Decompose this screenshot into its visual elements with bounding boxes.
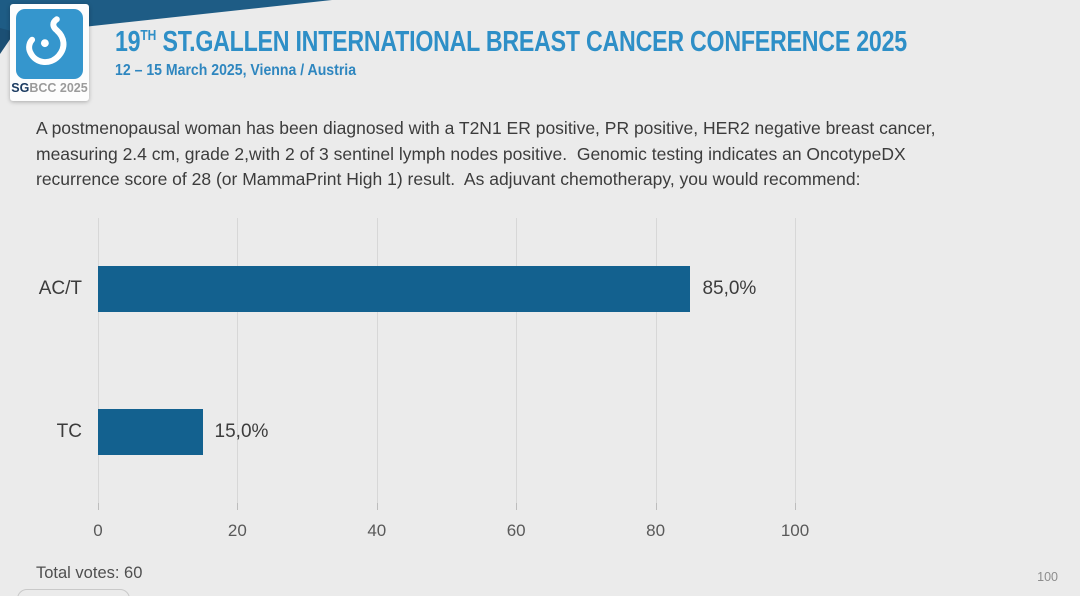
tickmark-x-20 (237, 503, 239, 510)
category-label-tc: TC (56, 420, 82, 442)
sgbcc-logo-mark (16, 9, 83, 79)
gridline-x-20 (237, 218, 239, 503)
conference-title-superscript: TH (140, 27, 157, 44)
gridline-x-60 (516, 218, 518, 503)
value-label-ac-t: 85,0% (702, 278, 757, 300)
gridline-x-100 (795, 218, 796, 503)
tickmark-x-0 (98, 503, 99, 510)
conference-title-rest: ST.GALLEN INTERNATIONAL BREAST CANCER CO… (156, 26, 908, 58)
tickmark-x-40 (376, 503, 378, 510)
logo-caption-sg: SG (11, 81, 30, 95)
slide-page-number: 100 (1037, 570, 1058, 584)
tickmark-x-60 (516, 503, 518, 510)
conference-title-prefix: 19 (115, 26, 141, 58)
xtick-label-20: 20 (227, 521, 247, 540)
tickmark-x-80 (655, 503, 657, 510)
gridline-x-0 (98, 218, 99, 503)
plot-area: 0 20 40 60 80 100 AC/T 85,0% TC 15,0% (39, 218, 809, 540)
xtick-label-0: 0 (93, 521, 103, 540)
sgbcc-logo-caption: SGBCC 2025 (10, 81, 89, 95)
category-label-ac-t: AC/T (38, 278, 82, 300)
breast-symbol-icon (25, 16, 66, 65)
bar-ac-t (98, 266, 691, 313)
xtick-label-100: 100 (780, 521, 810, 540)
xtick-label-80: 80 (646, 521, 666, 540)
bar-tc (98, 408, 203, 455)
partial-button-outline (17, 589, 130, 596)
tickmark-x-100 (795, 503, 796, 510)
poll-question-text: A postmenopausal woman has been diagnose… (36, 118, 941, 189)
conference-title: 19TH ST.GALLEN INTERNATIONAL BREAST CANC… (115, 26, 907, 59)
logo-caption-rest: BCC 2025 (29, 81, 88, 95)
gridline-x-40 (376, 218, 378, 503)
gridline-x-80 (655, 218, 657, 503)
xtick-label-40: 40 (367, 521, 387, 540)
sgbcc-logo: SGBCC 2025 (10, 4, 89, 101)
total-votes-label: Total votes: 60 (36, 564, 143, 582)
conference-subtitle: 12 – 15 March 2025, Vienna / Austria (115, 62, 357, 79)
value-label-tc: 15,0% (214, 420, 269, 442)
xtick-label-60: 60 (506, 521, 526, 540)
